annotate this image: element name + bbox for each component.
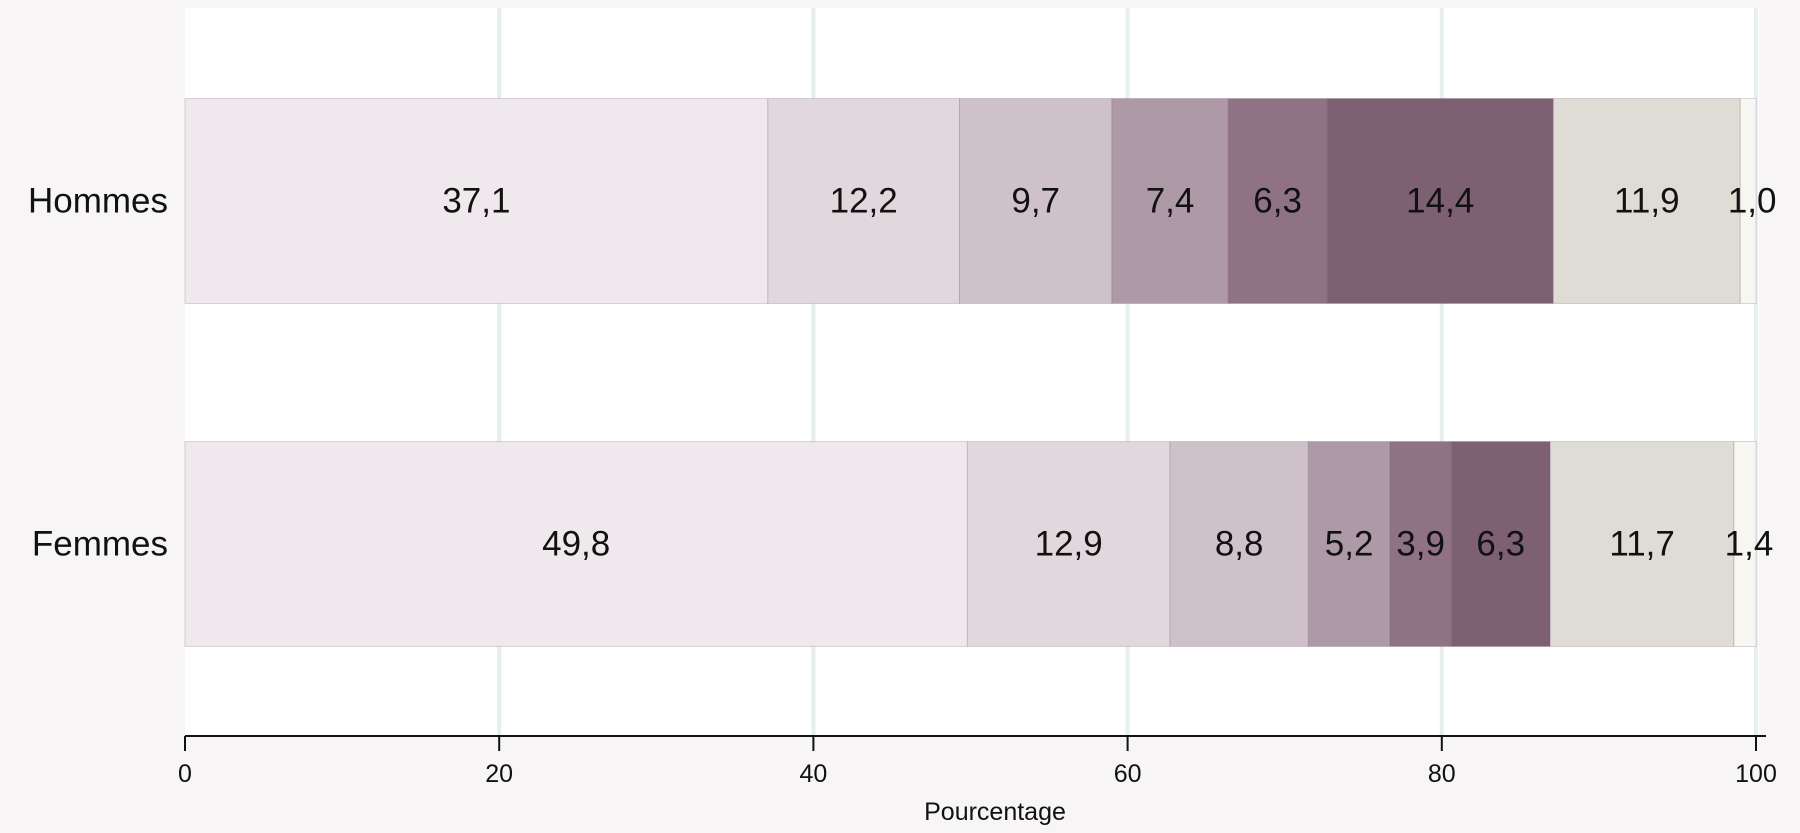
bar-value-label: 12,2	[830, 182, 898, 221]
x-tick-label: 60	[1114, 760, 1142, 788]
data-labels: 37,1 12,2 9,7 7,4 6,3 14,4 11,9 1,0 49,8 12,9 8,8 5…	[442, 182, 1776, 564]
bar-segment	[1326, 98, 1554, 304]
x-tick-label: 80	[1428, 760, 1456, 788]
bar-value-label: 11,7	[1609, 525, 1675, 564]
bar-segment	[1389, 441, 1452, 647]
bar-value-label: 5,2	[1325, 525, 1374, 564]
bar-segment	[1169, 441, 1309, 647]
category-label: Hommes	[28, 182, 168, 221]
bar-segment	[1552, 98, 1741, 304]
bar-value-label: 6,3	[1476, 525, 1525, 564]
x-axis-title: Pourcentage	[924, 798, 1066, 826]
x-axis: 0 20 40 60 80 100	[178, 735, 1777, 788]
bar-segment	[1549, 441, 1735, 647]
x-tick-label: 40	[799, 760, 827, 788]
bars	[184, 98, 1757, 647]
category-labels: Hommes Femmes	[28, 182, 168, 564]
bar-segment	[1739, 98, 1757, 304]
bar-value-label: 14,4	[1406, 182, 1474, 221]
x-tick-label: 100	[1735, 760, 1777, 788]
bar-value-label: 37,1	[442, 182, 510, 221]
bar-segment	[959, 98, 1113, 304]
category-label: Femmes	[32, 525, 168, 564]
bar-segment	[184, 98, 769, 304]
bar-value-label: 6,3	[1253, 182, 1302, 221]
bar-value-label: 1,0	[1728, 182, 1777, 221]
bar-value-label: 1,4	[1725, 525, 1774, 564]
bar-segment	[1733, 441, 1757, 647]
bar-segment	[1450, 441, 1551, 647]
x-tick-label: 0	[178, 760, 192, 788]
bar-value-label: 7,4	[1146, 182, 1195, 221]
bar-value-label: 9,7	[1011, 182, 1060, 221]
bar-value-label: 8,8	[1215, 525, 1264, 564]
bar-value-label: 49,8	[542, 525, 610, 564]
bar-value-label: 11,9	[1614, 182, 1680, 221]
bar-value-label: 12,9	[1035, 525, 1103, 564]
bar-segment	[767, 98, 961, 304]
bar-segment	[966, 441, 1171, 647]
x-tick-label: 20	[485, 760, 513, 788]
bar-value-label: 3,9	[1396, 525, 1445, 564]
bar-segment	[1307, 441, 1391, 647]
